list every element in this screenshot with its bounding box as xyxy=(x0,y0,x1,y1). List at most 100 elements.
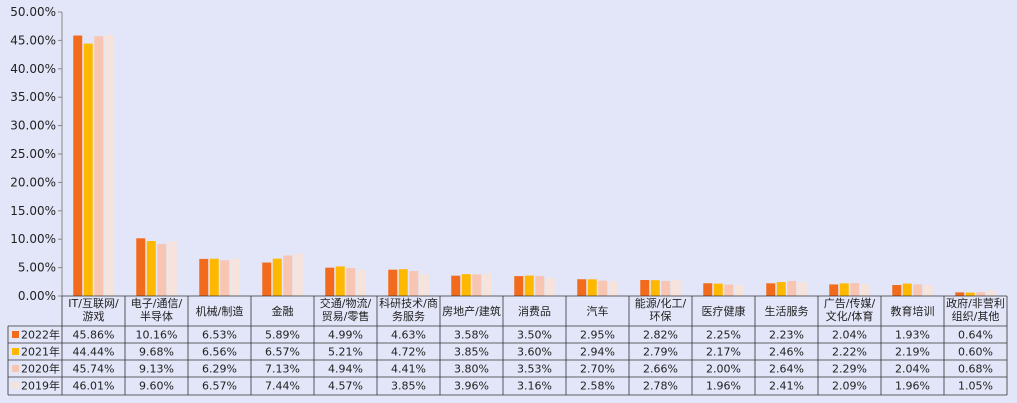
y-tick-label: 25.00% xyxy=(10,147,56,161)
category-label: 文化/体育 xyxy=(826,309,874,323)
bar xyxy=(514,276,524,296)
bar xyxy=(482,273,492,296)
table-cell: 6.57% xyxy=(265,346,300,359)
table-cell: 4.57% xyxy=(328,380,363,393)
category-label: 汽车 xyxy=(587,304,609,318)
table-cell: 2.41% xyxy=(769,380,804,393)
table-cell: 4.63% xyxy=(391,329,426,342)
category-label: 生活服务 xyxy=(765,304,809,318)
category-label: 教育培训 xyxy=(891,304,935,318)
table-cell: 2.25% xyxy=(706,329,741,342)
table-cell: 3.50% xyxy=(517,329,552,342)
table-cell: 3.80% xyxy=(454,363,489,376)
bar xyxy=(797,282,807,296)
bar xyxy=(587,279,597,296)
bar xyxy=(923,284,933,296)
table-cell: 2.82% xyxy=(643,329,678,342)
legend-swatch xyxy=(12,365,19,372)
table-cell: 3.58% xyxy=(454,329,489,342)
bar xyxy=(346,267,356,296)
bar xyxy=(524,275,534,296)
bar xyxy=(94,36,104,296)
table-cell: 7.44% xyxy=(265,380,300,393)
category-label: 务服务 xyxy=(392,310,425,323)
bar xyxy=(388,269,398,296)
bar xyxy=(209,258,219,296)
bar xyxy=(860,284,870,296)
table-cell: 2.94% xyxy=(580,346,615,359)
bar xyxy=(419,274,429,296)
table-cell: 2.70% xyxy=(580,363,615,376)
y-tick-label: 40.00% xyxy=(10,62,56,76)
y-tick-label: 5.00% xyxy=(18,261,56,275)
table-cell: 46.01% xyxy=(73,380,115,393)
bar xyxy=(850,282,860,296)
category-label: 机械/制造 xyxy=(196,304,244,318)
bar xyxy=(661,280,671,296)
table-cell: 3.96% xyxy=(454,380,489,393)
bar xyxy=(703,283,713,296)
bar xyxy=(73,35,83,297)
table-cell: 2.22% xyxy=(832,346,867,359)
table-cell: 45.74% xyxy=(73,363,115,376)
table-cell: 3.85% xyxy=(391,380,426,393)
table-cell: 2.19% xyxy=(895,346,930,359)
table-cell: 2.17% xyxy=(706,346,741,359)
bar xyxy=(146,241,156,296)
table-cell: 3.85% xyxy=(454,346,489,359)
table-cell: 0.68% xyxy=(958,363,993,376)
category-label: 电子/通信/ xyxy=(131,297,183,310)
bar xyxy=(220,260,230,296)
table-cell: 2.78% xyxy=(643,380,678,393)
y-tick-label: 20.00% xyxy=(10,175,56,189)
legend-swatch xyxy=(12,331,19,338)
table-cell: 5.89% xyxy=(265,329,300,342)
table-cell: 3.60% xyxy=(517,346,552,359)
bar xyxy=(167,241,177,296)
y-axis: 0.00% 5.00% 10.00% 15.00% 20.00% 25.00% 30.00%… xyxy=(10,5,63,303)
table-cell: 9.68% xyxy=(139,346,174,359)
bar xyxy=(577,279,587,296)
legend-label: 2019年 xyxy=(21,379,60,393)
table-cell: 3.16% xyxy=(517,380,552,393)
bar xyxy=(104,34,114,296)
table-cell: 0.60% xyxy=(958,346,993,359)
table-cell: 2.64% xyxy=(769,363,804,376)
table-cell: 4.41% xyxy=(391,363,426,376)
bar xyxy=(734,284,744,296)
y-tick-label: 0.00% xyxy=(18,289,56,303)
bar xyxy=(157,244,167,296)
bar xyxy=(272,258,282,296)
table-cell: 2.23% xyxy=(769,329,804,342)
bar xyxy=(976,292,986,296)
bar xyxy=(83,43,93,297)
legend-swatch xyxy=(12,382,19,389)
table-cell: 4.72% xyxy=(391,346,426,359)
table-cell: 2.95% xyxy=(580,329,615,342)
bar xyxy=(451,275,461,296)
y-tick-label: 10.00% xyxy=(10,232,56,246)
data-table: IT/互联网/游戏 电子/通信/半导体 机械/制造 金融 交通/物流/贸易/零售科研技术… xyxy=(7,295,1008,396)
y-tick-label: 35.00% xyxy=(10,90,56,104)
bar xyxy=(398,269,408,296)
category-label: 金融 xyxy=(272,304,294,318)
bar xyxy=(598,280,608,296)
table-cell: 2.04% xyxy=(895,363,930,376)
bar xyxy=(892,285,902,296)
bar xyxy=(913,284,923,296)
table-cell: 4.94% xyxy=(328,363,363,376)
legend-label: 2021年 xyxy=(21,345,60,359)
table-cell: 2.46% xyxy=(769,346,804,359)
bar xyxy=(136,238,146,296)
bar xyxy=(902,283,912,296)
category-label: 贸易/零售 xyxy=(322,309,370,323)
bar xyxy=(776,282,786,296)
category-label: 政府/非营利 xyxy=(946,296,1005,310)
bars xyxy=(73,34,996,297)
table-cell: 2.09% xyxy=(832,380,867,393)
bar xyxy=(356,270,366,296)
category-label: 房地产/建筑 xyxy=(442,304,501,318)
bar xyxy=(535,275,545,296)
bar xyxy=(640,279,650,296)
